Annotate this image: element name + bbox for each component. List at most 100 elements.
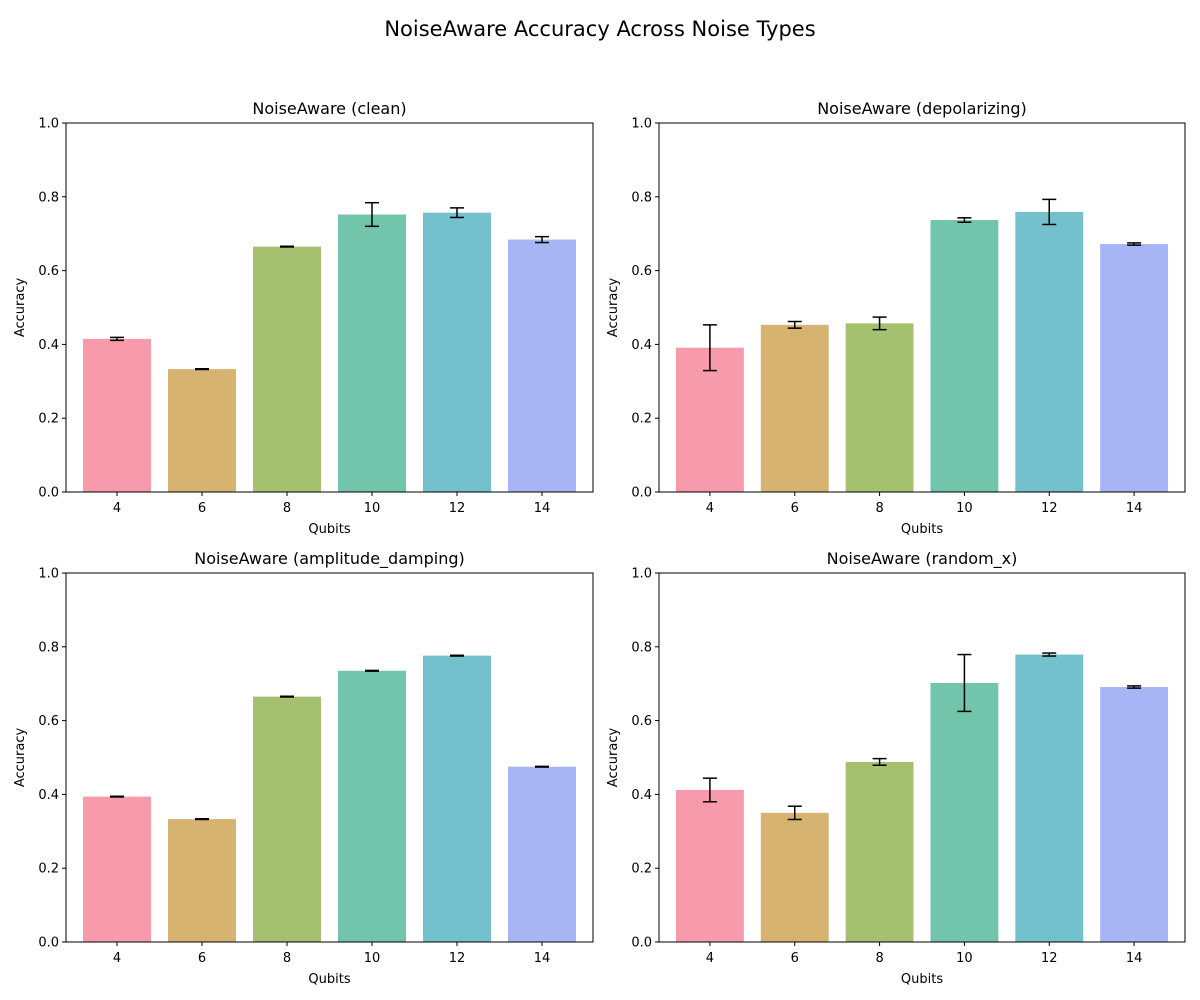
error-bar-8 <box>872 757 887 766</box>
error-bar-12 <box>1042 198 1057 226</box>
y-tick-label: 0.4 <box>38 338 59 353</box>
x-tick-label: 14 <box>1126 951 1143 966</box>
bar-10 <box>930 220 999 493</box>
y-tick-label: 0.0 <box>631 486 652 501</box>
error-bar-6 <box>195 368 209 371</box>
bar-4 <box>83 796 151 942</box>
subplot-title: NoiseAware (clean) <box>252 99 406 118</box>
bar-14 <box>508 766 576 942</box>
error-bar-10 <box>365 669 379 672</box>
x-tick-label: 8 <box>283 501 291 516</box>
bar-14 <box>1100 244 1169 492</box>
axes-frame <box>65 122 594 493</box>
bar-6 <box>760 812 829 942</box>
bar-12 <box>423 212 491 493</box>
y-tick-label: 0.0 <box>38 936 59 951</box>
y-tick-label: 0.2 <box>38 862 59 877</box>
y-axis-label: Accuracy <box>13 278 28 338</box>
x-tick-label: 12 <box>1041 951 1058 966</box>
x-tick-label: 12 <box>449 951 466 966</box>
figure-title: NoiseAware Accuracy Across Noise Types <box>384 17 815 41</box>
error-bar-10 <box>365 201 379 228</box>
error-bar-4 <box>702 777 717 803</box>
error-bar-6 <box>195 818 209 821</box>
error-bar-8 <box>872 316 887 331</box>
y-axis-label: Accuracy <box>606 728 621 788</box>
subplot-4: 0.0 0.2 0.4 0.6 0.8 1.0 4 6 8 10 12 14 NoiseAware (r… <box>606 549 1186 987</box>
x-tick-label: 10 <box>364 501 381 516</box>
subplot-title: NoiseAware (depolarizing) <box>817 99 1027 118</box>
subplot-3: 0.0 0.2 0.4 0.6 0.8 1.0 4 6 8 10 12 14 NoiseAware (a… <box>13 549 594 987</box>
error-bar-8 <box>280 695 294 698</box>
x-tick-label: 12 <box>449 501 466 516</box>
error-bar-10 <box>957 653 972 713</box>
bar-14 <box>508 239 576 492</box>
x-axis-label: Qubits <box>308 522 350 537</box>
x-tick-label: 8 <box>283 951 291 966</box>
x-tick-label: 6 <box>791 501 799 516</box>
y-tick-label: 0.6 <box>38 264 59 279</box>
x-tick-label: 4 <box>113 951 121 966</box>
bar-10 <box>930 682 999 942</box>
x-tick-label: 10 <box>956 501 973 516</box>
y-tick-label: 0.0 <box>38 486 59 501</box>
subplot-title: NoiseAware (random_x) <box>827 549 1018 569</box>
x-tick-label: 4 <box>706 951 714 966</box>
bar-12 <box>1015 654 1084 942</box>
x-axis-label: Qubits <box>308 972 350 987</box>
x-tick-label: 6 <box>198 501 206 516</box>
error-bar-12 <box>1042 652 1057 657</box>
axes-frame <box>658 572 1186 943</box>
bar-4 <box>675 347 744 492</box>
error-bar-12 <box>450 654 464 657</box>
subplot-grid: 0.0 0.2 0.4 0.6 0.8 1.0 4 6 8 10 12 14 NoiseAware (c… <box>13 99 1186 987</box>
y-tick-label: 0.4 <box>38 788 59 803</box>
bar-6 <box>168 819 236 942</box>
bar-12 <box>423 655 491 942</box>
y-tick-label: 1.0 <box>38 117 59 132</box>
bar-4 <box>675 789 744 942</box>
y-tick-label: 0.4 <box>631 788 652 803</box>
y-tick-label: 0.8 <box>631 190 652 205</box>
bar-12 <box>1015 211 1084 492</box>
x-axis-label: Qubits <box>901 972 943 987</box>
error-bar-14 <box>1127 242 1142 246</box>
y-tick-label: 1.0 <box>38 567 59 582</box>
error-bar-14 <box>535 765 549 768</box>
x-tick-label: 14 <box>534 501 551 516</box>
x-tick-label: 6 <box>791 951 799 966</box>
bar-14 <box>1100 687 1169 942</box>
y-axis-label: Accuracy <box>606 278 621 338</box>
y-tick-label: 1.0 <box>631 117 652 132</box>
error-bar-8 <box>280 245 294 248</box>
y-tick-label: 0.4 <box>631 338 652 353</box>
error-bar-10 <box>957 217 972 224</box>
error-bar-12 <box>450 207 464 219</box>
error-bar-4 <box>110 795 124 798</box>
bar-6 <box>760 324 829 492</box>
y-tick-label: 0.8 <box>631 640 652 655</box>
bar-8 <box>845 761 914 942</box>
error-bar-14 <box>1127 685 1142 689</box>
subplot-2: 0.0 0.2 0.4 0.6 0.8 1.0 4 6 8 10 12 14 NoiseAware (d… <box>606 99 1186 537</box>
bar-4 <box>83 338 151 492</box>
y-tick-label: 0.6 <box>631 714 652 729</box>
x-tick-label: 10 <box>364 951 381 966</box>
axes-frame <box>658 122 1186 493</box>
x-tick-label: 14 <box>534 951 551 966</box>
x-tick-label: 6 <box>198 951 206 966</box>
bar-10 <box>338 214 406 492</box>
y-tick-label: 0.2 <box>631 862 652 877</box>
error-bar-6 <box>787 320 802 329</box>
x-axis-label: Qubits <box>901 522 943 537</box>
y-tick-label: 0.2 <box>631 412 652 427</box>
y-tick-label: 0.6 <box>38 714 59 729</box>
x-tick-label: 10 <box>956 951 973 966</box>
x-tick-label: 8 <box>875 501 883 516</box>
x-tick-label: 8 <box>875 951 883 966</box>
x-tick-label: 4 <box>706 501 714 516</box>
bar-10 <box>338 670 406 942</box>
bar-8 <box>253 246 321 492</box>
error-bar-4 <box>110 336 124 342</box>
